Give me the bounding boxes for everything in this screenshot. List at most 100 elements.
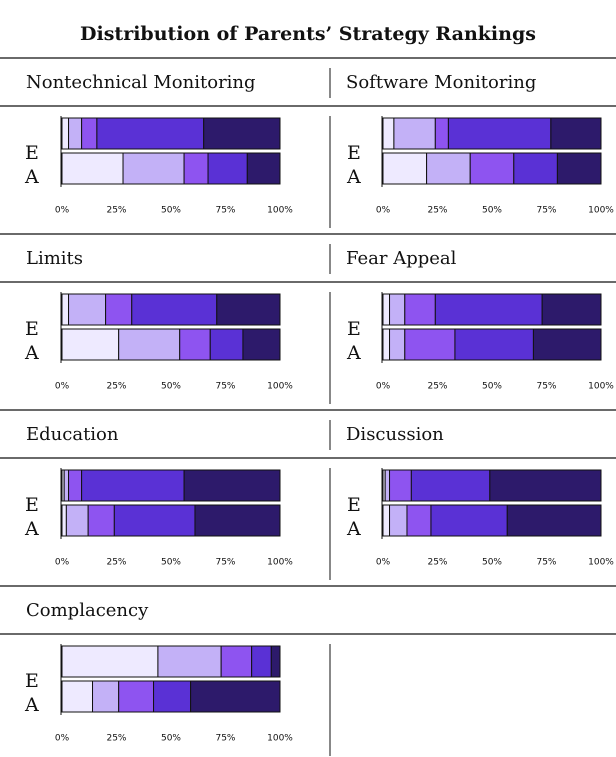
bar-segment: [92, 680, 120, 713]
category-label: E: [347, 318, 361, 340]
bar-segment: [384, 469, 391, 502]
bar-segment: [207, 152, 248, 185]
x-tick-label: 50%: [482, 206, 502, 216]
x-tick-label: 25%: [106, 558, 126, 568]
x-tick-label: 75%: [536, 558, 556, 568]
bar-segment: [118, 328, 181, 361]
x-tick-label: 75%: [215, 558, 235, 568]
bar-segment: [220, 645, 253, 678]
bar-segment: [382, 328, 391, 361]
category-label: A: [346, 518, 361, 540]
bar-segment: [382, 117, 395, 150]
x-tick-label: 0%: [55, 382, 70, 392]
x-tick-label: 25%: [427, 206, 447, 216]
category-label: E: [25, 142, 39, 164]
bar-segment: [68, 117, 83, 150]
x-tick-label: 25%: [427, 382, 447, 392]
bar-segment: [489, 469, 602, 502]
category-label: A: [24, 342, 39, 364]
x-tick-label: 100%: [588, 558, 614, 568]
x-tick-label: 75%: [215, 382, 235, 392]
bar-segment: [131, 293, 218, 326]
bar-segment: [81, 469, 185, 502]
chart-title: Limits: [26, 248, 83, 269]
bar-segment: [389, 293, 406, 326]
figure-title: Distribution of Parents’ Strategy Rankin…: [80, 23, 536, 45]
bar-segment: [113, 504, 196, 537]
category-label: A: [346, 342, 361, 364]
bar-segment: [68, 469, 83, 502]
bar-segment: [81, 117, 98, 150]
x-tick-label: 75%: [536, 206, 556, 216]
x-tick-label: 25%: [106, 382, 126, 392]
bar-segment: [410, 469, 491, 502]
x-tick-label: 25%: [106, 734, 126, 744]
x-tick-label: 0%: [376, 206, 391, 216]
bar-segment: [157, 645, 222, 678]
x-tick-label: 0%: [376, 558, 391, 568]
x-tick-label: 50%: [482, 382, 502, 392]
bar-segment: [68, 293, 107, 326]
x-tick-label: 0%: [55, 558, 70, 568]
bar-segment: [63, 469, 70, 502]
bar-segment: [469, 152, 515, 185]
bar-segment: [541, 293, 602, 326]
category-label: E: [25, 318, 39, 340]
chart-title: Fear Appeal: [346, 248, 457, 269]
x-tick-label: 50%: [161, 734, 181, 744]
x-tick-label: 100%: [267, 382, 293, 392]
x-tick-label: 75%: [536, 382, 556, 392]
bar-segment: [118, 680, 155, 713]
bar-segment: [389, 328, 406, 361]
x-tick-label: 50%: [161, 558, 181, 568]
bar-segment: [406, 504, 432, 537]
chart-title: Discussion: [346, 424, 444, 445]
category-label: A: [24, 518, 39, 540]
bar-segment: [404, 328, 456, 361]
bar-segment: [183, 152, 209, 185]
bar-segment: [447, 117, 552, 150]
bar-segment: [87, 504, 115, 537]
bar-segment: [556, 152, 602, 185]
bar-segment: [426, 152, 471, 185]
bar-segment: [96, 117, 205, 150]
category-label: E: [25, 670, 39, 692]
bar-segment: [61, 504, 67, 537]
bar-segment: [550, 117, 602, 150]
category-label: A: [24, 166, 39, 188]
bar-segment: [513, 152, 558, 185]
bar-segment: [251, 645, 272, 678]
x-tick-label: 0%: [55, 206, 70, 216]
x-tick-label: 0%: [55, 734, 70, 744]
bar-segment: [61, 152, 124, 185]
x-tick-label: 50%: [161, 382, 181, 392]
bar-segment: [434, 293, 543, 326]
bar-segment: [153, 680, 192, 713]
bar-segment: [430, 504, 508, 537]
bar-segment: [179, 328, 211, 361]
bar-segment: [61, 328, 120, 361]
bar-segment: [389, 504, 408, 537]
bar-segment: [61, 645, 159, 678]
x-tick-label: 100%: [588, 382, 614, 392]
bar-segment: [382, 504, 391, 537]
bar-segment: [454, 328, 534, 361]
x-tick-label: 25%: [427, 558, 447, 568]
x-tick-label: 75%: [215, 206, 235, 216]
bar-segment: [242, 328, 281, 361]
bar-segment: [61, 680, 94, 713]
x-tick-label: 50%: [161, 206, 181, 216]
chart-title: Nontechnical Monitoring: [26, 72, 256, 93]
chart-title: Complacency: [26, 600, 149, 621]
chart-title: Education: [26, 424, 119, 445]
bar-segment: [389, 469, 412, 502]
category-label: E: [347, 142, 361, 164]
x-tick-label: 0%: [376, 382, 391, 392]
bar-segment: [434, 117, 449, 150]
x-tick-label: 100%: [267, 206, 293, 216]
category-label: A: [24, 694, 39, 716]
bar-segment: [61, 293, 70, 326]
bar-segment: [393, 117, 436, 150]
x-tick-label: 100%: [267, 558, 293, 568]
